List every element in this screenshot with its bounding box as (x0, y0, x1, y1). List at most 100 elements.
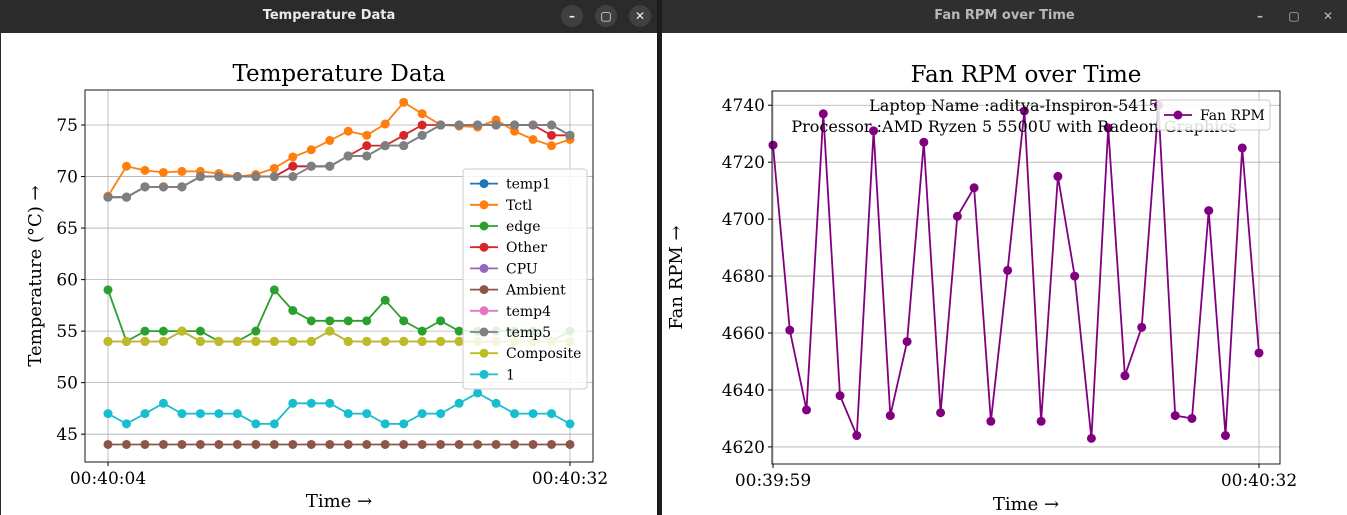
data-point (306, 145, 316, 155)
y-axis-label: Temperature (°C) → (25, 185, 46, 366)
data-point (140, 439, 150, 449)
axes-frame (84, 89, 594, 463)
data-point (399, 419, 409, 429)
chart-title: Fan RPM over Time (911, 62, 1142, 88)
y-tick-label: 4660 (722, 324, 765, 344)
data-point (288, 398, 298, 408)
data-point (306, 161, 316, 171)
data-point (436, 439, 446, 449)
data-point (399, 130, 409, 140)
data-point (306, 316, 316, 326)
data-point (1086, 433, 1096, 443)
temperature-window-titlebar[interactable]: Temperature Data – ▢ ✕ (1, 0, 657, 33)
data-point (1003, 265, 1013, 275)
data-point (214, 172, 224, 182)
data-point (232, 336, 242, 346)
data-point (565, 130, 575, 140)
data-point (325, 439, 335, 449)
data-point (565, 439, 575, 449)
legend-marker (479, 200, 489, 210)
data-point (1036, 416, 1046, 426)
data-point (417, 120, 427, 130)
y-tick-label: 70 (56, 168, 78, 188)
legend-label: temp5 (506, 325, 551, 341)
legend-marker (479, 242, 489, 252)
legend-label: Tctl (506, 198, 533, 214)
y-tick-label: 4720 (722, 153, 765, 173)
data-point (140, 165, 150, 175)
legend-label: 1 (506, 367, 515, 383)
data-point (140, 409, 150, 419)
x-axis-label: Time → (306, 491, 372, 512)
data-point (251, 172, 261, 182)
close-button[interactable]: ✕ (1322, 9, 1334, 23)
series-Fan RPM (768, 100, 1264, 443)
y-tick-label: 75 (56, 116, 78, 136)
data-point (417, 439, 427, 449)
data-point (1070, 271, 1080, 281)
legend: Fan RPM (1156, 99, 1271, 131)
data-point (1237, 143, 1247, 153)
data-point (936, 408, 946, 418)
data-point (362, 130, 372, 140)
data-point (417, 109, 427, 119)
x-axis-label: Time → (993, 494, 1059, 515)
data-point (802, 405, 812, 415)
data-point (103, 409, 113, 419)
data-point (269, 419, 279, 429)
close-button[interactable]: ✕ (629, 5, 651, 27)
minimize-button[interactable]: – (1257, 9, 1263, 23)
fan-rpm-chart: 4620 4640 4660 4680 4700 4720 4740 00:39:59 00:4… (666, 62, 1297, 515)
legend-label: Fan RPM (1200, 108, 1265, 124)
data-point (852, 431, 862, 441)
legend: temp1 Tctl edge Other CPU Ambient temp4 temp5 Co… (462, 168, 588, 390)
data-point (1019, 106, 1029, 116)
data-point (919, 137, 929, 147)
data-point (768, 140, 778, 150)
data-point (158, 326, 168, 336)
data-point (986, 416, 996, 426)
x-tick-label: 00:40:04 (70, 469, 146, 489)
data-point (195, 439, 205, 449)
data-point (214, 409, 224, 419)
maximize-button[interactable]: ▢ (1288, 9, 1300, 23)
data-point (1120, 371, 1130, 381)
data-point (417, 336, 427, 346)
data-point (195, 172, 205, 182)
data-point (818, 109, 828, 119)
data-point (269, 172, 279, 182)
data-point (177, 439, 187, 449)
data-point (399, 141, 409, 151)
data-point (399, 316, 409, 326)
data-point (177, 166, 187, 176)
data-point (232, 409, 242, 419)
minimize-button[interactable]: – (561, 5, 583, 27)
data-point (362, 141, 372, 151)
legend-marker (479, 221, 489, 231)
data-point (214, 439, 224, 449)
data-point (1220, 431, 1230, 441)
annotation-text: Processor :AMD Ryzen 5 5500U with Radeon… (791, 117, 1236, 136)
data-point (399, 336, 409, 346)
data-point (399, 97, 409, 107)
data-point (454, 326, 464, 336)
data-point (491, 120, 501, 130)
data-point (232, 439, 242, 449)
data-point (362, 151, 372, 161)
data-point (288, 172, 298, 182)
data-point (473, 120, 483, 130)
data-point (952, 211, 962, 221)
maximize-button[interactable]: ▢ (595, 5, 617, 27)
axes-frame (771, 90, 1281, 465)
series-Ambient (103, 439, 575, 449)
data-point (325, 135, 335, 145)
data-point (565, 419, 575, 429)
series-1 (103, 388, 575, 429)
data-point (528, 120, 538, 130)
y-tick-label: 4680 (722, 267, 765, 287)
data-point (869, 126, 879, 136)
fan-rpm-window-titlebar[interactable]: Fan RPM over Time – ▢ ✕ (662, 0, 1347, 33)
data-point (140, 326, 150, 336)
data-point (177, 326, 187, 336)
data-point (380, 141, 390, 151)
